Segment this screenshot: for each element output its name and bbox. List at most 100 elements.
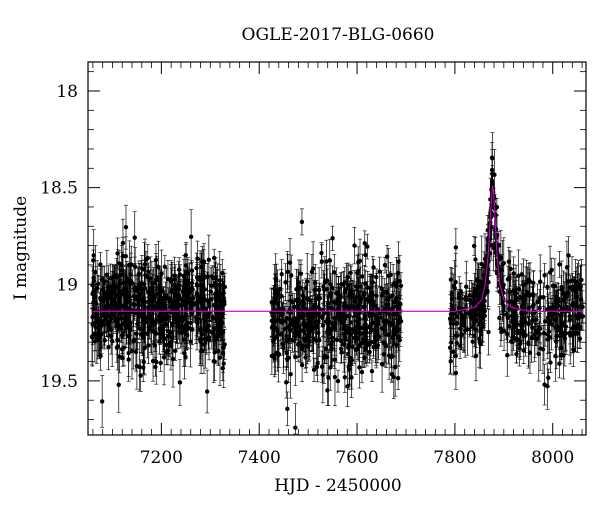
data-point (313, 280, 318, 286)
data-point (198, 300, 204, 305)
data-point (384, 319, 389, 325)
data-point (180, 298, 185, 304)
data-point (220, 270, 225, 276)
data-point (271, 308, 276, 313)
data-point (365, 297, 370, 303)
data-point (142, 267, 147, 272)
data-point (328, 293, 334, 299)
data-point (342, 375, 348, 380)
data-point (324, 259, 329, 264)
data-point (188, 234, 194, 240)
data-point (167, 342, 172, 347)
data-point (283, 280, 288, 285)
data-point (117, 288, 122, 294)
data-point (305, 279, 310, 284)
data-point (195, 294, 201, 300)
data-point (202, 287, 207, 292)
data-point (209, 274, 215, 279)
data-point (98, 262, 103, 267)
data-point (280, 319, 285, 324)
data-point (222, 301, 227, 307)
data-point (190, 327, 195, 332)
data-point (301, 301, 306, 306)
data-point (150, 358, 156, 364)
data-point (319, 259, 325, 264)
data-point (161, 335, 166, 341)
data-point (190, 295, 196, 301)
data-point (211, 330, 216, 335)
data-point (299, 219, 305, 225)
data-point (115, 337, 120, 343)
data-point (194, 281, 200, 287)
data-point (269, 318, 275, 324)
data-point (299, 362, 305, 368)
data-point (184, 321, 190, 326)
data-point (327, 258, 332, 263)
data-point (151, 328, 156, 334)
data-point (136, 271, 142, 276)
data-point (153, 364, 158, 370)
data-point (284, 380, 289, 385)
data-point (316, 287, 322, 293)
data-point (177, 380, 183, 385)
data-point (101, 321, 107, 326)
data-point (94, 301, 99, 306)
data-point (206, 337, 212, 343)
data-point (157, 339, 162, 344)
data-point (360, 274, 365, 279)
data-point (94, 337, 100, 343)
data-point (317, 314, 322, 319)
data-point (545, 284, 550, 290)
data-point (276, 317, 281, 322)
data-point (335, 378, 341, 384)
data-point (364, 325, 369, 331)
data-point (149, 288, 154, 293)
data-point (149, 323, 154, 329)
data-point (161, 322, 166, 328)
data-point (291, 304, 297, 309)
data-point (185, 300, 190, 305)
data-point (138, 373, 143, 378)
data-point (179, 327, 185, 332)
data-point (369, 296, 375, 302)
data-point (124, 317, 129, 323)
data-point (215, 316, 221, 321)
data-point (374, 344, 379, 350)
data-point (285, 269, 290, 275)
data-point (338, 338, 344, 344)
data-point (95, 319, 101, 325)
data-point (170, 322, 175, 328)
data-point (334, 337, 340, 342)
data-point (311, 367, 317, 372)
data-point (367, 349, 372, 355)
data-point (280, 311, 285, 316)
data-point (314, 364, 320, 370)
data-point (317, 306, 322, 312)
data-point (356, 335, 361, 340)
data-point (363, 252, 368, 258)
data-point (395, 375, 401, 381)
data-point (324, 278, 330, 283)
data-point (387, 320, 393, 326)
data-point (319, 364, 325, 369)
data-point (134, 363, 140, 369)
data-point (285, 406, 290, 412)
data-point (104, 313, 110, 318)
data-point (109, 288, 115, 293)
data-point (176, 292, 181, 298)
data-point (96, 281, 101, 286)
data-point (317, 337, 322, 343)
chart-title: OGLE-2017-BLG-0660 (242, 25, 435, 45)
data-point (174, 320, 179, 325)
data-point (206, 257, 212, 262)
data-point (359, 369, 365, 375)
data-point (113, 319, 119, 324)
data-point (385, 297, 390, 302)
data-point (272, 356, 277, 361)
data-point (140, 302, 145, 307)
data-point (395, 270, 401, 276)
data-point (284, 350, 289, 355)
data-point (211, 359, 216, 364)
data-point (174, 313, 179, 318)
data-point (375, 316, 381, 321)
